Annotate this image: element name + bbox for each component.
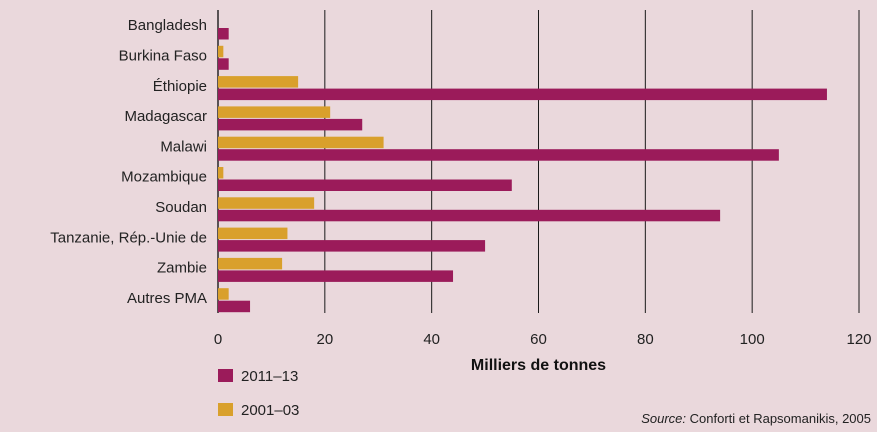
category-label: Mozambique xyxy=(121,169,207,186)
bar-2001-03 xyxy=(218,106,331,118)
legend-swatch xyxy=(218,369,233,382)
source-note: Source: Conforti et Rapsomanikis, 2005 xyxy=(641,411,871,426)
bar-2011-13 xyxy=(218,88,827,101)
category-labels: Bangladesh Burkina Faso Éthiopie Madagascar… xyxy=(50,17,207,307)
bar-2011-13 xyxy=(218,58,229,70)
bar-2001-03 xyxy=(218,76,299,88)
category-label: Zambie xyxy=(157,260,207,277)
bar-2011-13 xyxy=(218,300,251,313)
x-tick-label: 0 xyxy=(214,331,222,348)
category-label: Madagascar xyxy=(124,108,207,125)
x-axis-title: Milliers de tonnes xyxy=(471,357,606,374)
bar-2001-03 xyxy=(218,288,229,300)
bar-2011-13 xyxy=(218,118,363,131)
bar-2011-13 xyxy=(218,240,486,252)
bar-2011-13 xyxy=(218,270,454,282)
bar-2011-13 xyxy=(218,209,721,222)
bar-2011-13 xyxy=(218,149,779,161)
category-label: Bangladesh xyxy=(128,17,207,34)
source-label: Source: xyxy=(641,411,686,426)
x-tick-label: 120 xyxy=(846,331,871,348)
bar-2011-13 xyxy=(218,28,229,40)
bar-2001-03 xyxy=(218,227,288,240)
bar-2001-03 xyxy=(218,167,224,179)
category-label: Soudan xyxy=(155,199,207,216)
x-tick-label: 20 xyxy=(316,331,333,348)
bars xyxy=(218,28,827,313)
bar-2001-03 xyxy=(218,197,315,209)
category-label: Autres PMA xyxy=(127,290,207,307)
grid-lines xyxy=(217,10,860,313)
category-label: Burkina Faso xyxy=(119,47,207,64)
legend-label: 2001–03 xyxy=(241,402,299,419)
legend-swatch xyxy=(218,403,233,416)
category-label: Éthiopie xyxy=(153,78,207,95)
legend: 2011–13 2001–03 xyxy=(218,368,299,419)
x-tick-label: 100 xyxy=(740,331,765,348)
source-text: Conforti et Rapsomanikis, 2005 xyxy=(689,411,871,426)
bar-2011-13 xyxy=(218,179,512,191)
bar-2001-03 xyxy=(218,257,283,270)
x-tick-label: 40 xyxy=(423,331,440,348)
bar-2001-03 xyxy=(218,45,224,58)
category-label: Malawi xyxy=(160,138,207,155)
x-tick-label: 80 xyxy=(637,331,654,348)
bar-2001-03 xyxy=(218,136,384,149)
x-tick-label: 60 xyxy=(530,331,547,348)
category-label: Tanzanie, Rép.-Unie de xyxy=(50,229,207,246)
x-tick-labels: 0 20 40 60 80 100 120 xyxy=(214,331,872,348)
legend-label: 2011–13 xyxy=(241,368,298,385)
